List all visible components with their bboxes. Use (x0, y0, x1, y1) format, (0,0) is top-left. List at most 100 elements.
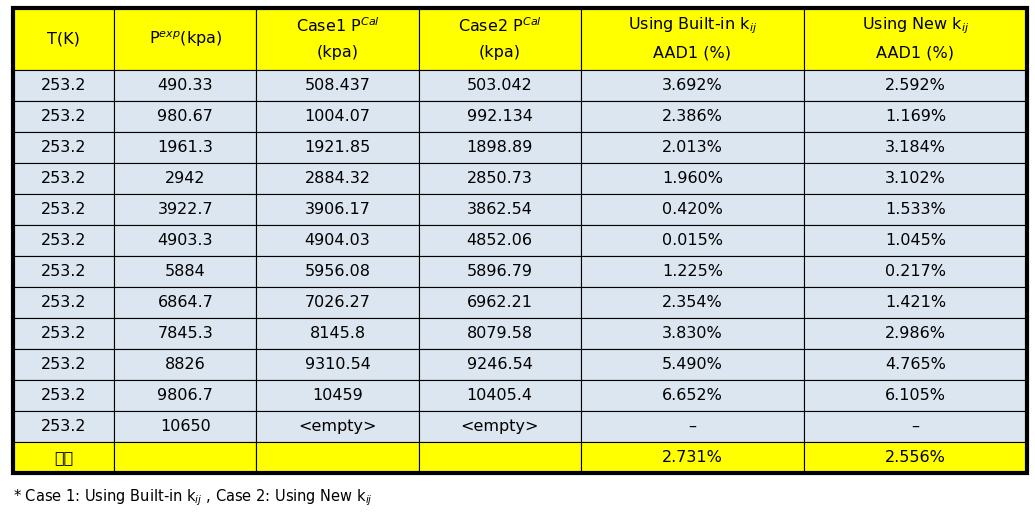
Bar (115, 411, 257, 442)
Bar (257, 70, 418, 101)
Text: 5884: 5884 (165, 264, 206, 279)
Text: Using New k$_{ij}$: Using New k$_{ij}$ (862, 15, 969, 36)
Bar (115, 132, 257, 163)
Bar (418, 70, 581, 101)
Text: 6962.21: 6962.21 (467, 295, 533, 310)
Bar (581, 163, 804, 194)
Text: 253.2: 253.2 (41, 357, 87, 372)
Bar (581, 411, 804, 442)
Bar (13, 101, 115, 132)
Text: 9806.7: 9806.7 (157, 388, 213, 403)
Bar (804, 256, 1027, 287)
Bar (418, 349, 581, 380)
Text: Using Built-in k$_{ij}$: Using Built-in k$_{ij}$ (628, 15, 757, 36)
Bar (418, 163, 581, 194)
Text: 253.2: 253.2 (41, 388, 87, 403)
Bar (804, 194, 1027, 225)
Bar (581, 380, 804, 411)
Bar (13, 194, 115, 225)
Bar (115, 225, 257, 256)
Text: 2.556%: 2.556% (885, 450, 946, 465)
Bar (115, 163, 257, 194)
Text: 0.217%: 0.217% (885, 264, 946, 279)
Text: 3.830%: 3.830% (662, 326, 722, 341)
Text: 1921.85: 1921.85 (304, 140, 371, 155)
Bar (13, 380, 115, 411)
Bar (13, 70, 115, 101)
Bar (581, 8, 804, 70)
Text: 253.2: 253.2 (41, 326, 87, 341)
Bar (257, 163, 418, 194)
Bar (581, 225, 804, 256)
Bar (581, 256, 804, 287)
Text: 8079.58: 8079.58 (467, 326, 533, 341)
Text: 6864.7: 6864.7 (157, 295, 213, 310)
Text: 253.2: 253.2 (41, 419, 87, 434)
Bar (804, 70, 1027, 101)
Text: 2942: 2942 (166, 171, 206, 186)
Bar (804, 225, 1027, 256)
Bar (13, 225, 115, 256)
Bar (257, 256, 418, 287)
Bar (13, 287, 115, 318)
Bar (257, 380, 418, 411)
Text: 2850.73: 2850.73 (467, 171, 533, 186)
Bar (418, 411, 581, 442)
Text: 1004.07: 1004.07 (304, 109, 371, 124)
Bar (13, 349, 115, 380)
Text: <empty>: <empty> (461, 419, 539, 434)
Text: 5.490%: 5.490% (662, 357, 722, 372)
Bar (13, 318, 115, 349)
Bar (804, 163, 1027, 194)
Text: 3.184%: 3.184% (885, 140, 946, 155)
Bar (418, 318, 581, 349)
Bar (804, 349, 1027, 380)
Text: 평균: 평균 (54, 450, 73, 465)
Bar (804, 380, 1027, 411)
Bar (13, 411, 115, 442)
Text: 6.105%: 6.105% (885, 388, 946, 403)
Bar (115, 380, 257, 411)
Text: 7026.27: 7026.27 (304, 295, 371, 310)
Bar (418, 380, 581, 411)
Text: 5956.08: 5956.08 (304, 264, 371, 279)
Bar (418, 8, 581, 70)
Text: 6.652%: 6.652% (662, 388, 722, 403)
Text: –: – (912, 419, 919, 434)
Text: 253.2: 253.2 (41, 171, 87, 186)
Text: 2.386%: 2.386% (662, 109, 722, 124)
Text: (kpa): (kpa) (479, 45, 521, 60)
Text: 253.2: 253.2 (41, 109, 87, 124)
Text: (kpa): (kpa) (317, 45, 358, 60)
Text: 0.420%: 0.420% (662, 202, 722, 217)
Bar (581, 101, 804, 132)
Bar (115, 194, 257, 225)
Bar (257, 349, 418, 380)
Text: 8826: 8826 (165, 357, 206, 372)
Bar (13, 8, 1027, 473)
Bar (418, 132, 581, 163)
Bar (257, 318, 418, 349)
Text: 1961.3: 1961.3 (157, 140, 213, 155)
Text: 1898.89: 1898.89 (467, 140, 533, 155)
Text: 503.042: 503.042 (467, 78, 533, 93)
Bar (581, 194, 804, 225)
Bar (257, 225, 418, 256)
Text: Case1 P$^{Cal}$: Case1 P$^{Cal}$ (296, 16, 380, 35)
Text: 490.33: 490.33 (157, 78, 213, 93)
Text: 253.2: 253.2 (41, 295, 87, 310)
Text: 992.134: 992.134 (467, 109, 533, 124)
Text: * Case 1: Using Built-in k$_{ij}$ , Case 2: Using New k$_{ij}$: * Case 1: Using Built-in k$_{ij}$ , Case… (13, 487, 373, 508)
Text: 2884.32: 2884.32 (304, 171, 371, 186)
Bar (804, 132, 1027, 163)
Bar (257, 442, 418, 473)
Text: 2.013%: 2.013% (662, 140, 722, 155)
Bar (13, 132, 115, 163)
Text: 508.437: 508.437 (304, 78, 371, 93)
Bar (115, 101, 257, 132)
Bar (257, 287, 418, 318)
Bar (115, 256, 257, 287)
Bar (418, 225, 581, 256)
Bar (257, 132, 418, 163)
Text: 10405.4: 10405.4 (467, 388, 533, 403)
